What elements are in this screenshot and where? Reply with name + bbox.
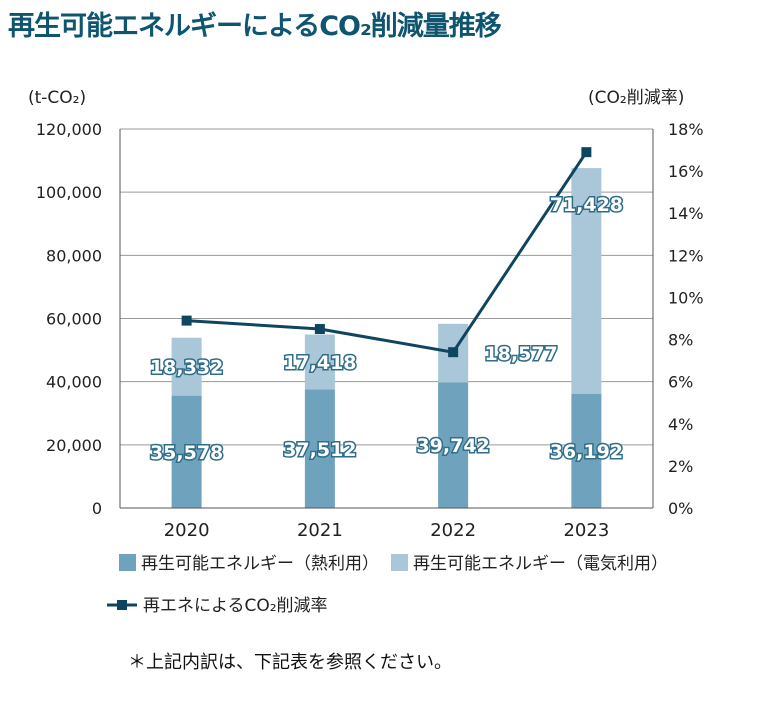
bar-segment bbox=[171, 337, 202, 396]
legend-label: 再生可能エネルギー（熱利用） bbox=[141, 554, 379, 574]
legend-swatch bbox=[391, 554, 408, 571]
x-tick-label: 2023 bbox=[563, 520, 609, 541]
y-left-tick-label: 20,000 bbox=[46, 436, 102, 455]
y-right-tick-label: 0% bbox=[668, 499, 693, 518]
legend-label: 再エネによるCO₂削減率 bbox=[143, 596, 328, 616]
y-right-tick-label: 8% bbox=[668, 331, 693, 350]
bar-value-label: 18,332 bbox=[150, 357, 223, 379]
legend-swatch bbox=[119, 554, 136, 571]
y-right-tick-label: 14% bbox=[668, 204, 704, 223]
y-left-tick-label: 0 bbox=[92, 499, 102, 518]
line-point bbox=[314, 324, 325, 335]
bar-segment bbox=[438, 382, 469, 508]
y-left-tick-label: 100,000 bbox=[36, 183, 102, 202]
line-point bbox=[448, 347, 459, 358]
line-series bbox=[186, 151, 588, 354]
y-right-tick-label: 4% bbox=[668, 415, 693, 434]
y-left-tick-label: 60,000 bbox=[46, 310, 102, 329]
footnote: ＊上記内訳は、下記表を参照ください。 bbox=[128, 652, 452, 673]
bar-segment bbox=[304, 389, 335, 508]
x-tick-label: 2020 bbox=[164, 520, 210, 541]
legend-line-marker bbox=[117, 600, 127, 610]
bar-segment bbox=[304, 334, 335, 390]
y-right-tick-label: 10% bbox=[668, 288, 704, 307]
y-left-tick-label: 120,000 bbox=[36, 120, 102, 139]
x-tick-label: 2022 bbox=[430, 520, 476, 541]
y-right-tick-label: 12% bbox=[668, 246, 704, 265]
y-left-tick-label: 40,000 bbox=[46, 373, 102, 392]
y-right-axis-label: (CO₂削減率) bbox=[588, 88, 684, 108]
bar-value-label: 36,192 bbox=[550, 441, 623, 463]
y-right-tick-label: 2% bbox=[668, 457, 693, 476]
bar-value-label: 71,428 bbox=[550, 194, 623, 216]
chart-title: 再生可能エネルギーによるCO₂削減量推移 bbox=[8, 11, 502, 42]
y-right-tick-label: 6% bbox=[668, 373, 693, 392]
legend-label: 再生可能エネルギー（電気利用） bbox=[413, 554, 668, 574]
bar-value-label: 17,418 bbox=[283, 352, 356, 374]
bar-value-label: 39,742 bbox=[416, 435, 489, 457]
bar-value-label: 35,578 bbox=[150, 442, 223, 464]
line-point bbox=[181, 315, 192, 326]
y-right-tick-label: 16% bbox=[668, 162, 704, 181]
line-point bbox=[581, 147, 592, 158]
y-right-tick-label: 18% bbox=[668, 120, 704, 139]
bar-value-label: 18,577 bbox=[484, 343, 557, 365]
y-left-axis-label: (t-CO₂) bbox=[28, 88, 86, 108]
bar-segment bbox=[171, 395, 202, 508]
bar-value-label: 37,512 bbox=[283, 439, 356, 461]
bar-segment bbox=[571, 393, 602, 508]
x-tick-label: 2021 bbox=[297, 520, 343, 541]
bar-segment bbox=[571, 168, 602, 394]
y-left-tick-label: 80,000 bbox=[46, 246, 102, 265]
